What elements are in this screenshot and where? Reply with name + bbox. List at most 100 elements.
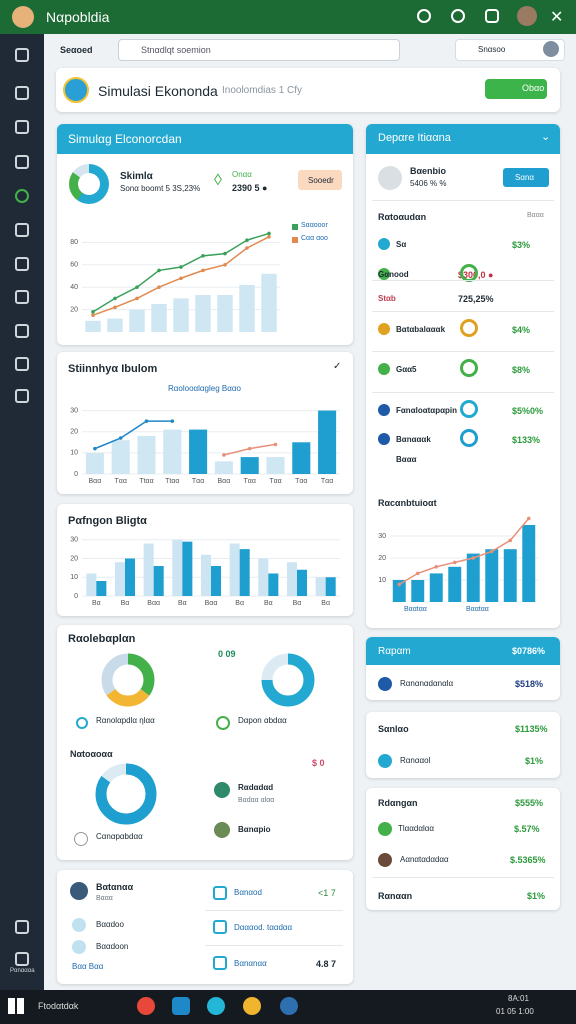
card-value: $555% [515, 798, 544, 808]
close-button[interactable]: ✕ [550, 9, 564, 26]
search-text: Stnαdlqt soemion [141, 45, 211, 55]
avatar[interactable] [517, 6, 537, 26]
row-label: Bαnαααk [396, 435, 431, 444]
clock-date: 01 05 1:00 [496, 1007, 534, 1016]
row-value: $518% [515, 679, 544, 689]
x-tick-label: Bα [264, 600, 273, 607]
bar [172, 539, 183, 596]
tab-label[interactable]: Seαoed [60, 45, 93, 55]
line [92, 232, 270, 313]
sidebar-icon[interactable] [15, 120, 29, 134]
bar [85, 320, 101, 332]
donut [95, 763, 157, 825]
chart: 0 10 20 30 Bα Bα Bαα Bα Bαα Bα Bα Bα Bα [70, 537, 340, 607]
row-value: 725,25% [458, 294, 494, 304]
bar [239, 549, 250, 596]
taskbar-app[interactable] [280, 997, 298, 1015]
item-subtitle: Bαdαα αlαα [238, 797, 275, 804]
sidebar-label: Pαnαααa [10, 968, 35, 974]
taskbar-app[interactable] [243, 997, 261, 1015]
bar [315, 577, 326, 596]
donut [101, 653, 155, 707]
action-label: Sooedr [308, 176, 334, 185]
sidebar-icon[interactable] [15, 189, 29, 203]
sidebar-icon[interactable] [15, 324, 29, 338]
card-title: Rαpαm [378, 646, 411, 657]
sidebar-icon[interactable] [15, 920, 29, 934]
user-box[interactable] [455, 39, 565, 61]
start-button[interactable] [8, 998, 24, 1014]
x-tick-label: Tαα [269, 478, 281, 485]
row-label: Aαnαtαdαdαα [400, 855, 449, 864]
legend-item: Cαnαpαbdαα [96, 832, 143, 841]
card-title: Stiinnhyα Ibulom [68, 363, 158, 375]
line [92, 236, 270, 316]
bar [137, 435, 156, 474]
icon-button[interactable] [485, 9, 499, 23]
sidebar-icon[interactable] [15, 155, 29, 169]
bar [85, 452, 104, 474]
mini-card [366, 712, 560, 778]
bar [286, 562, 297, 596]
x-tick-label: Bαα [205, 600, 218, 607]
y-tick-label: 20 [70, 555, 78, 562]
donut-segment [261, 653, 315, 707]
card-header [366, 124, 560, 154]
avatar[interactable] [543, 41, 559, 57]
action-button[interactable] [298, 170, 342, 190]
bar [239, 284, 255, 332]
bar [189, 429, 208, 474]
row-value: $.57% [514, 824, 540, 834]
chevron[interactable]: ⌄ [541, 131, 551, 143]
icon-button[interactable] [451, 9, 465, 23]
sidebar-icon[interactable] [15, 48, 29, 62]
sidebar-icon[interactable] [15, 86, 29, 100]
sidebar-icon[interactable] [15, 389, 29, 403]
card-title: Depαre Itiααna [378, 132, 451, 144]
y-tick-label: 10 [70, 574, 78, 581]
sidebar-icon[interactable] [15, 223, 29, 237]
sidebar-icon[interactable] [15, 290, 29, 304]
chart-title: Rαcαnbtuioαt [378, 498, 437, 508]
x-tick-label: Tαα [115, 478, 127, 485]
x-tick-label: Bα [92, 600, 101, 607]
taskbar-app[interactable] [137, 997, 155, 1015]
header-subtitle: Inoolomdias 1 Cfy [222, 85, 303, 96]
chart-legend: Rαolooαlαgleg Bααo [168, 384, 241, 393]
header-button[interactable] [485, 79, 547, 99]
bar [240, 457, 259, 474]
sidebar-icon[interactable] [15, 357, 29, 371]
card-title: Rdαngαn [378, 798, 418, 808]
row-value: $133% [512, 435, 541, 445]
section-sub: Bααα [527, 212, 544, 219]
stat-value: 2390 5 ● [232, 183, 268, 193]
taskbar-app[interactable] [172, 997, 190, 1015]
stat-value: Sonα boomt 5 3S,23% [120, 184, 201, 193]
bar [173, 298, 189, 332]
card-title: Pαfngon Bligtα [68, 515, 147, 527]
row-label: Bαnαod [234, 888, 262, 897]
row-value: $3% [512, 240, 531, 250]
sidebar-icon[interactable] [15, 952, 29, 966]
bar [182, 541, 193, 596]
icon-button[interactable] [417, 9, 431, 23]
user-name: Snαsoo [478, 45, 506, 54]
person-sub: 5406 % % [410, 179, 447, 188]
check-icon[interactable]: ✓ [333, 361, 342, 372]
y-tick-label: 20 [70, 306, 78, 313]
chart: 20 40 60 80 [70, 231, 280, 332]
bar [503, 549, 517, 602]
sidebar-icon[interactable] [15, 257, 29, 271]
item-title: Rαdαdαd [238, 783, 274, 792]
bar [114, 562, 125, 596]
taskbar-search[interactable]: Ftodαtdαk [38, 1001, 79, 1011]
search-box[interactable] [118, 39, 400, 61]
app-icon[interactable] [12, 6, 34, 28]
taskbar-app[interactable] [207, 997, 225, 1015]
row-value: $8% [512, 365, 531, 375]
bar [266, 457, 285, 474]
bar [86, 573, 97, 596]
button[interactable] [503, 168, 549, 187]
row-label: Sα [396, 240, 407, 249]
row-value: $1% [525, 756, 544, 766]
